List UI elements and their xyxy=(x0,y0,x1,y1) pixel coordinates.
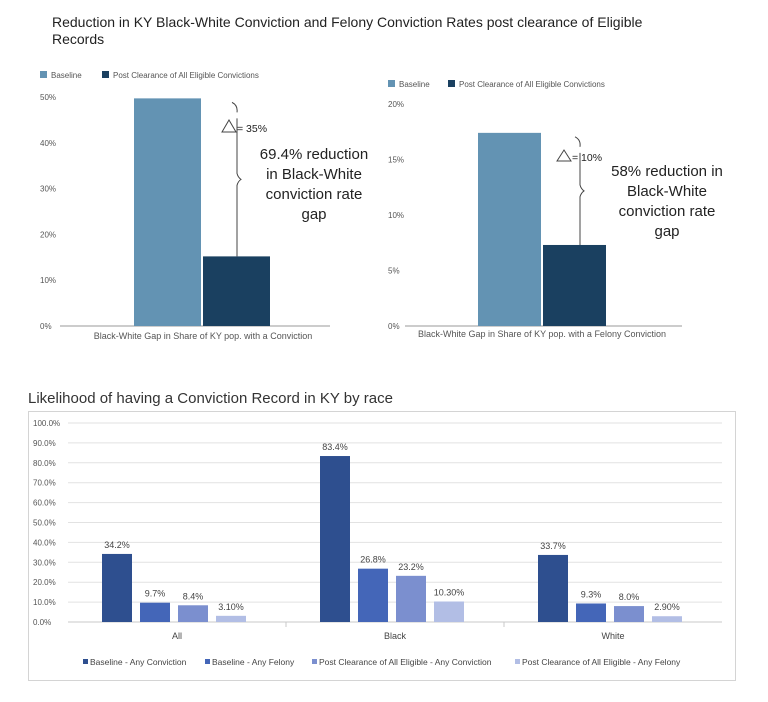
annotation-text-line: 69.4% reduction xyxy=(260,146,368,163)
bar3-black-s0 xyxy=(320,456,350,622)
top-title: Reduction in KY Black-White Conviction a… xyxy=(52,14,643,47)
data-label: 8.0% xyxy=(619,592,640,602)
y-tick-label: 50% xyxy=(40,93,56,102)
data-label: 3.10% xyxy=(218,602,244,612)
bar3-black-s2 xyxy=(396,575,426,622)
legend3-swatch xyxy=(312,659,317,664)
x-category-label: Black-White Gap in Share of KY pop. with… xyxy=(94,331,312,341)
data-label: 9.3% xyxy=(581,589,602,599)
bar2-baseline xyxy=(478,132,541,326)
y-tick-label: 0% xyxy=(40,322,52,331)
data-label: 23.2% xyxy=(398,562,424,572)
legend2-label-baseline: Baseline xyxy=(399,80,430,89)
annotation2-text-line: 58% reduction in xyxy=(611,163,723,180)
y-tick-label: 40% xyxy=(40,139,56,148)
data-label: 2.90% xyxy=(654,602,680,612)
y3-tick-label: 90.0% xyxy=(33,439,56,448)
y2-tick-label: 15% xyxy=(388,156,404,165)
annotation2-text-line: gap xyxy=(654,223,679,240)
legend3-swatch xyxy=(83,659,88,664)
y3-tick-label: 30.0% xyxy=(33,558,56,567)
x3-category-label: White xyxy=(601,631,624,641)
x3-category-label: All xyxy=(172,631,182,641)
annotation-text-line: gap xyxy=(301,206,326,223)
y2-tick-label: 20% xyxy=(388,100,404,109)
bar3-white-s1 xyxy=(576,603,606,622)
bar3-black-s3 xyxy=(434,601,464,622)
legend3-swatch xyxy=(205,659,210,664)
data-label: 10.30% xyxy=(434,588,465,598)
legend3-swatch xyxy=(515,659,520,664)
delta2-symbol xyxy=(556,149,572,162)
legend3-label: Post Clearance of All Eligible - Any Fel… xyxy=(522,657,681,667)
data-label: 9.7% xyxy=(145,589,166,599)
y3-tick-label: 50.0% xyxy=(33,519,56,528)
legend-swatch-post-clearance xyxy=(102,71,109,78)
data-label: 83.4% xyxy=(322,442,348,452)
legend2-label-post-clearance: Post Clearance of All Eligible Convictio… xyxy=(459,80,605,89)
delta-symbol xyxy=(221,119,237,133)
bar3-black-s1 xyxy=(358,568,388,622)
y3-tick-label: 0.0% xyxy=(33,618,51,627)
bar3-white-s3 xyxy=(652,616,682,622)
bar3-white-s0 xyxy=(538,554,568,622)
legend-label-post-clearance: Post Clearance of All Eligible Convictio… xyxy=(113,71,259,80)
bar-baseline xyxy=(134,98,201,327)
brace2-annotation xyxy=(574,136,585,245)
legend2-swatch-baseline xyxy=(388,80,395,87)
y-tick-label: 10% xyxy=(40,276,56,285)
y3-tick-label: 70.0% xyxy=(33,479,56,488)
annotation2-text-line: Black-White xyxy=(627,183,707,200)
x3-category-label: Black xyxy=(384,631,407,641)
data-label: 26.8% xyxy=(360,555,386,565)
legend-swatch-baseline xyxy=(40,71,47,78)
legend3-label: Post Clearance of All Eligible - Any Con… xyxy=(319,657,492,667)
bar2-post-clearance xyxy=(543,244,606,326)
x2-category-label: Black-White Gap in Share of KY pop. with… xyxy=(418,329,666,339)
legend-label-baseline: Baseline xyxy=(51,71,82,80)
delta-label: = 35% xyxy=(237,123,267,135)
legend3-label: Baseline - Any Conviction xyxy=(90,657,187,667)
data-label: 8.4% xyxy=(183,591,204,601)
y3-tick-label: 40.0% xyxy=(33,538,56,547)
y2-tick-label: 5% xyxy=(388,267,400,276)
bar3-all-s1 xyxy=(140,602,170,622)
delta2-label: = 10% xyxy=(572,152,602,164)
data-label: 33.7% xyxy=(540,541,566,551)
y2-tick-label: 0% xyxy=(388,322,400,331)
brace-annotation xyxy=(231,101,242,257)
y3-tick-label: 60.0% xyxy=(33,499,56,508)
annotation-text-line: in Black-White xyxy=(266,166,362,183)
bar-post-clearance xyxy=(203,256,270,326)
bar3-white-s2 xyxy=(614,606,644,622)
y3-tick-label: 20.0% xyxy=(33,578,56,587)
y3-tick-label: 80.0% xyxy=(33,459,56,468)
bar3-all-s0 xyxy=(102,553,132,622)
data-label: 34.2% xyxy=(104,540,130,550)
y2-tick-label: 10% xyxy=(388,211,404,220)
y3-tick-label: 100.0% xyxy=(33,419,60,428)
bar3-all-s3 xyxy=(216,615,246,622)
bottom-chart-title: Likelihood of having a Conviction Record… xyxy=(28,390,393,407)
bar3-all-s2 xyxy=(178,605,208,622)
legend3-label: Baseline - Any Felony xyxy=(212,657,295,667)
legend2-swatch-post-clearance xyxy=(448,80,455,87)
y-tick-label: 30% xyxy=(40,185,56,194)
chart3-frame xyxy=(28,411,736,681)
annotation2-text-line: conviction rate xyxy=(619,203,716,220)
y-tick-label: 20% xyxy=(40,230,56,239)
annotation-text-line: conviction rate xyxy=(266,186,363,203)
y3-tick-label: 10.0% xyxy=(33,598,56,607)
